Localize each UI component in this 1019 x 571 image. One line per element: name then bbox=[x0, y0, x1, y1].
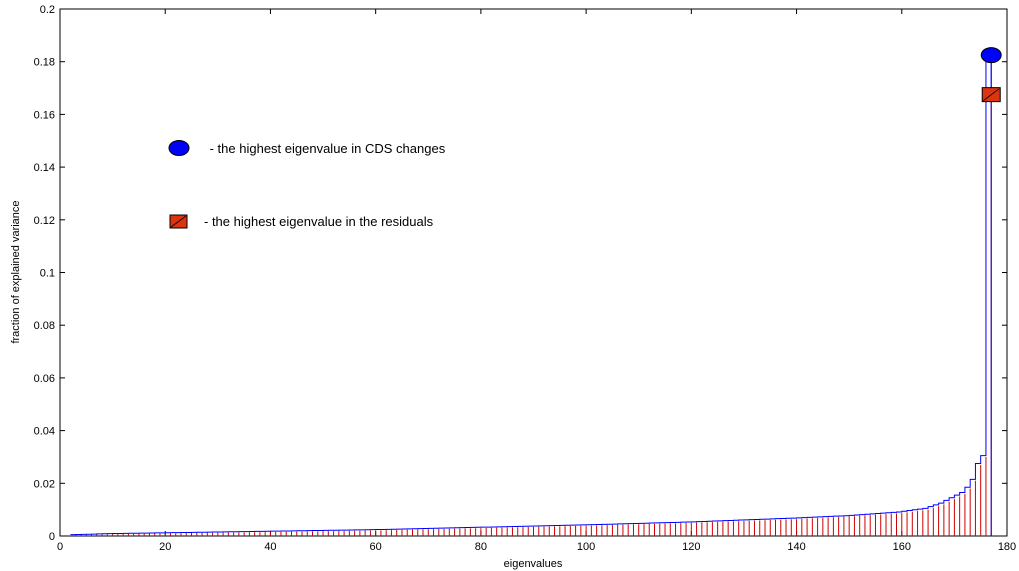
x-tick-label: 140 bbox=[787, 541, 805, 553]
axis-ticks: 0 20 40 60 80 100 120 140 160 180 0 0.02 0.04 0.06 0.0… bbox=[34, 4, 1017, 553]
y-tick-label: 0.14 bbox=[34, 162, 55, 174]
cds-highest-eigenvalue-marker bbox=[980, 47, 1002, 64]
x-tick-label: 80 bbox=[475, 541, 487, 553]
legend-square-marker bbox=[169, 214, 188, 229]
y-axis-title: fraction of explained variance bbox=[10, 200, 22, 343]
y-tick-label: 0.1 bbox=[40, 268, 55, 280]
x-tick-label: 0 bbox=[57, 541, 63, 553]
y-tick-label: 0 bbox=[49, 531, 55, 543]
x-tick-label: 180 bbox=[998, 541, 1016, 553]
x-tick-label: 160 bbox=[893, 541, 911, 553]
highlight-markers bbox=[980, 47, 1002, 103]
y-tick-label: 0.02 bbox=[34, 478, 55, 490]
legend-label-cds-changes: - the highest eigenvalue in CDS changes bbox=[206, 141, 446, 156]
y-tick-label: 0.08 bbox=[34, 320, 55, 332]
plot-frame bbox=[59, 8, 1008, 537]
cds-changes-stairs bbox=[70, 54, 992, 536]
residuals-stems bbox=[75, 94, 992, 536]
x-tick-label: 100 bbox=[577, 541, 595, 553]
x-axis-title: eigenvalues bbox=[504, 558, 563, 570]
y-tick-label: 0.18 bbox=[34, 57, 55, 69]
legend-ellipse-marker bbox=[168, 140, 190, 156]
y-tick-label: 0.16 bbox=[34, 109, 55, 121]
x-tick-label: 60 bbox=[370, 541, 382, 553]
y-tick-label: 0.06 bbox=[34, 373, 55, 385]
y-tick-label: 0.12 bbox=[34, 215, 55, 227]
x-tick-label: 40 bbox=[264, 541, 276, 553]
x-tick-label: 120 bbox=[682, 541, 700, 553]
residual-marker-hatch bbox=[982, 88, 1000, 101]
y-tick-label: 0.04 bbox=[34, 426, 55, 438]
y-tick-label: 0.2 bbox=[40, 4, 55, 16]
x-tick-label: 20 bbox=[159, 541, 171, 553]
legend: - the highest eigenvalue in CDS changes … bbox=[168, 140, 446, 229]
legend-label-residuals: - the highest eigenvalue in the residual… bbox=[204, 214, 434, 229]
